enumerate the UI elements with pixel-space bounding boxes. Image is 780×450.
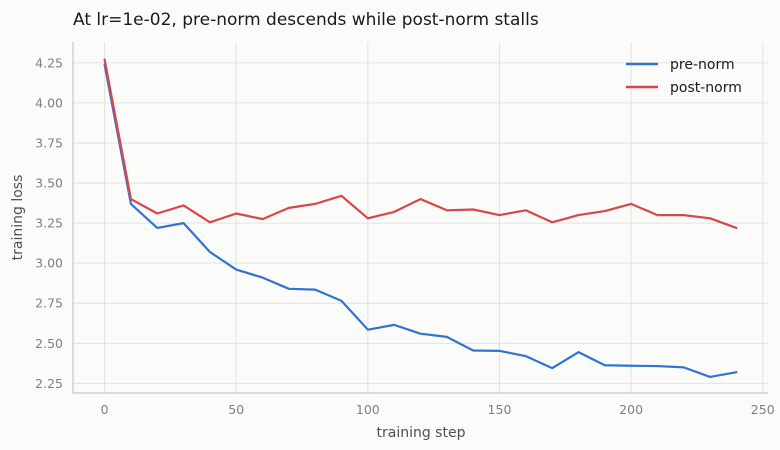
y-tick-label: 2.25 [35, 376, 63, 391]
legend-item-post-norm: post-norm [626, 80, 742, 96]
tick-labels: 0 50 100 150 200 250 2.25 2.50 2.75 3.00 3.25 3.50 3… [35, 55, 775, 417]
legend: pre-norm post-norm [626, 57, 742, 96]
x-tick-label: 0 [101, 402, 109, 417]
y-tick-label: 4.00 [35, 95, 63, 110]
y-tick-label: 4.25 [35, 55, 63, 70]
legend-label: post-norm [670, 80, 742, 96]
chart-title: At lr=1e-02, pre-norm descends while pos… [73, 10, 539, 30]
grid [73, 42, 768, 393]
legend-item-pre-norm: pre-norm [626, 57, 735, 73]
series-line-post-norm [103, 58, 738, 230]
y-axis-label: training loss [10, 175, 26, 261]
y-tick-label: 3.25 [35, 216, 63, 231]
y-tick-label: 3.75 [35, 135, 63, 150]
x-axis-label: training step [377, 425, 466, 441]
x-tick-label: 150 [488, 402, 512, 417]
axes-spines [72, 42, 768, 394]
series-lines [103, 58, 738, 379]
y-tick-label: 3.50 [35, 176, 63, 191]
y-tick-label: 2.75 [35, 296, 63, 311]
x-tick-label: 100 [356, 402, 380, 417]
x-tick-label: 200 [619, 402, 643, 417]
y-tick-label: 3.00 [35, 256, 63, 271]
x-tick-label: 250 [751, 402, 775, 417]
series-line-pre-norm [103, 63, 738, 379]
legend-label: pre-norm [670, 57, 735, 73]
x-tick-label: 50 [228, 402, 244, 417]
y-tick-label: 2.50 [35, 336, 63, 351]
